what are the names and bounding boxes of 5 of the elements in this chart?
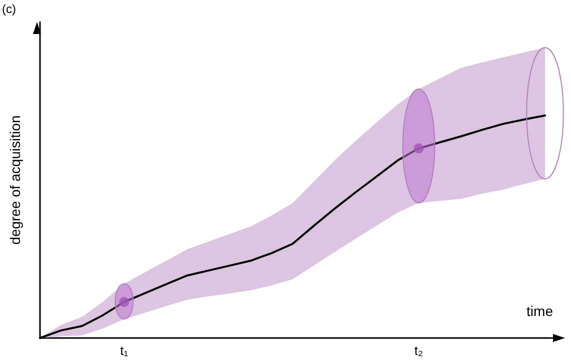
x-tick-label: t₁ [120,343,129,358]
x-axis-title: time [526,303,554,319]
x-tick-label: t₂ [414,343,424,358]
y-axis-title: degree of acquisition [7,115,23,245]
text: (c) [2,2,16,16]
